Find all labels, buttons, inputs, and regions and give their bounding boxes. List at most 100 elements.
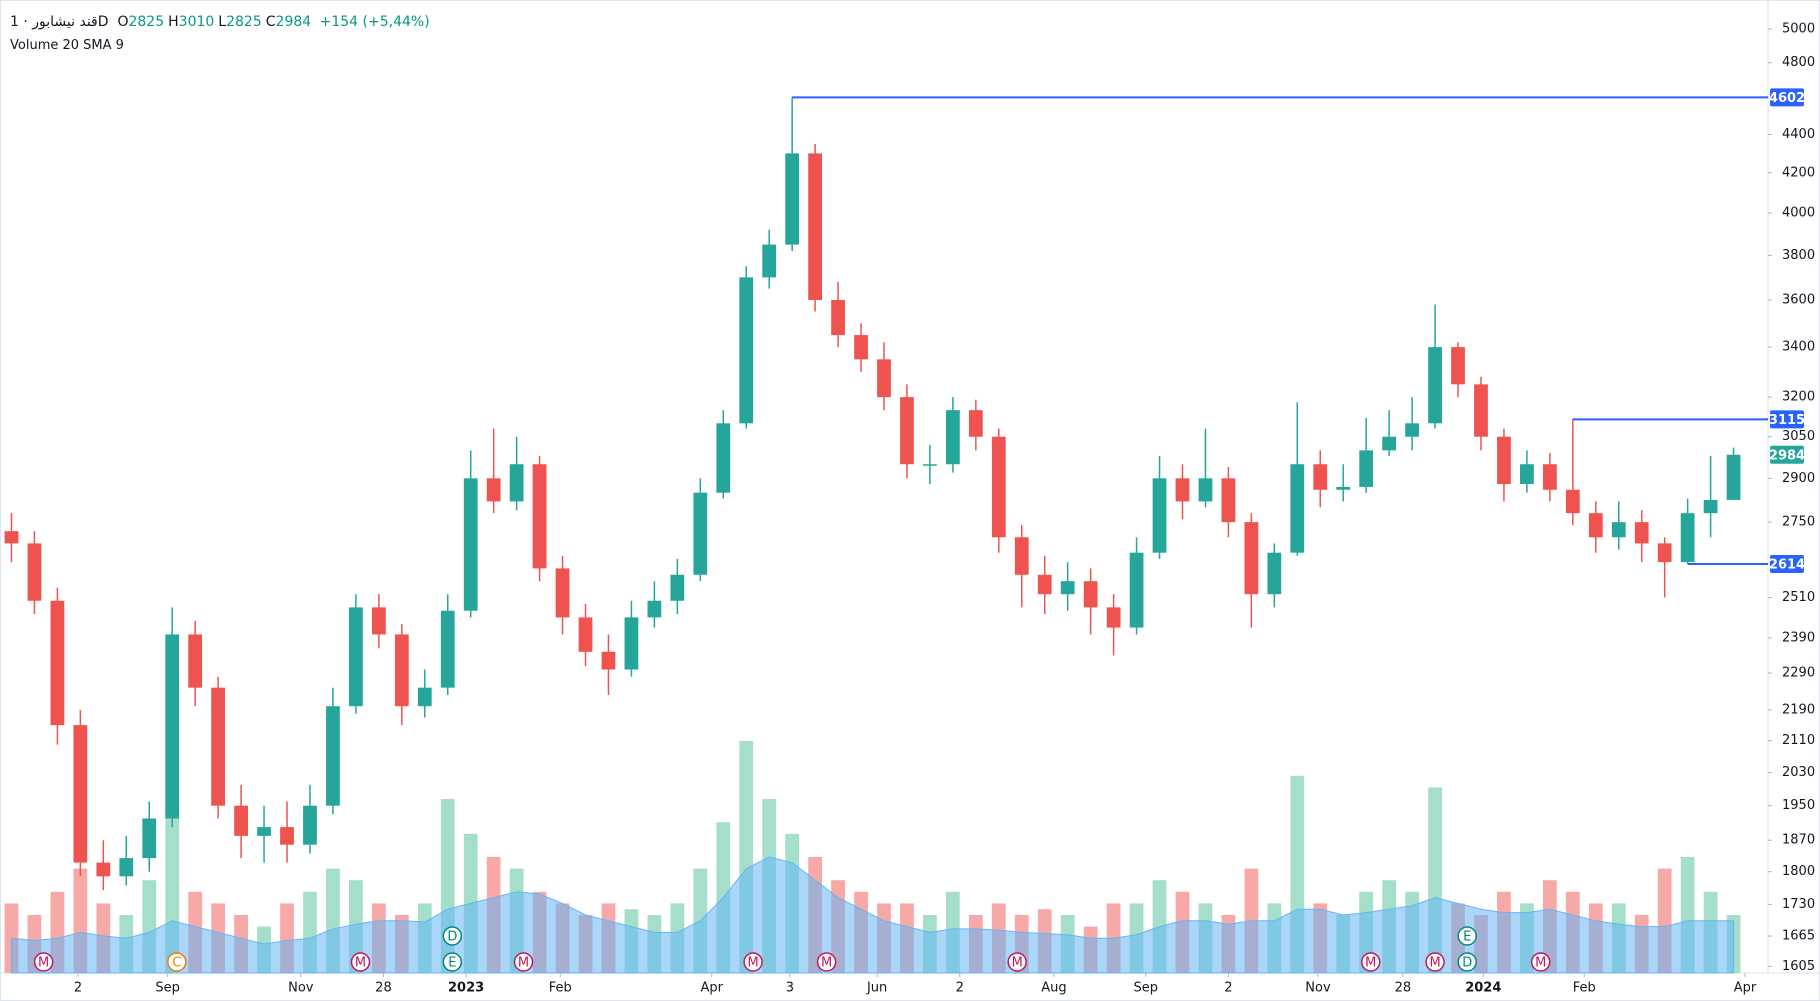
candle-body (440, 610, 455, 688)
candle-body (647, 600, 662, 618)
x-tick-label: Feb (1573, 981, 1596, 996)
y-tick-label: 4200 (1782, 165, 1815, 180)
price-badge (1770, 410, 1804, 429)
candle-body (165, 634, 180, 819)
event-badge[interactable] (167, 952, 187, 972)
x-tick-label: 2 (74, 981, 82, 996)
price-badge-label: 4602 (1769, 91, 1805, 106)
candle-body (532, 464, 547, 569)
y-tick-label: 4800 (1782, 55, 1815, 70)
event-badge[interactable] (442, 952, 463, 972)
candle-body (394, 634, 409, 707)
x-tick-label: Apr (1734, 981, 1757, 996)
candle-body (142, 818, 157, 859)
candle-body (1428, 347, 1442, 424)
y-tick-label: 1665 (1782, 929, 1815, 944)
candle-body (1313, 464, 1328, 490)
event-label: E (1463, 930, 1471, 945)
volume-sma-area (10, 856, 1735, 974)
event-badge[interactable] (816, 952, 837, 972)
y-tick-label: 1730 (1782, 897, 1815, 912)
event-label: E (448, 956, 456, 971)
legend-key: O (117, 14, 129, 30)
candle-body (1611, 522, 1626, 538)
ohlc-legend: O2825 H3010 L2825 C2984 (117, 14, 315, 30)
candle-body (923, 464, 937, 466)
candle-body (1244, 522, 1259, 595)
y-tick-label: 2900 (1782, 471, 1815, 486)
candle-body (1198, 478, 1213, 502)
event-badge[interactable] (743, 952, 763, 972)
candle-body (1336, 486, 1351, 490)
candle-body (693, 492, 708, 575)
candle-body (1290, 464, 1305, 553)
candle-body (670, 574, 685, 601)
event-badge[interactable] (1361, 952, 1381, 972)
y-tick-label: 2390 (1782, 630, 1815, 645)
event-label: C (172, 956, 181, 971)
event-label: M (1535, 956, 1546, 971)
event-badge[interactable] (1457, 926, 1477, 946)
y-tick-label: 3050 (1782, 429, 1815, 444)
candle-body (1657, 543, 1672, 563)
change: +154 (+5,44%) (319, 14, 430, 30)
legend-value: 3010 (178, 14, 215, 30)
event-badge[interactable] (442, 926, 463, 946)
x-tick-label: Aug (1041, 981, 1066, 996)
x-tick-label: Nov (1305, 981, 1331, 996)
candle-body (1129, 552, 1144, 628)
candle-body (831, 299, 845, 336)
event-badge[interactable] (1007, 952, 1027, 972)
x-tick-label: 28 (1395, 981, 1412, 996)
event-badge[interactable] (1457, 952, 1477, 972)
event-label: M (1429, 956, 1440, 971)
y-tick-label: 2750 (1782, 515, 1815, 530)
candle-body (1014, 537, 1029, 575)
candle-body (326, 706, 340, 806)
y-tick-label: 2290 (1782, 666, 1815, 681)
price-badge-label: 2614 (1769, 557, 1805, 572)
y-tick-label: 1800 (1782, 864, 1815, 879)
candle-body (877, 359, 891, 398)
candle-body (349, 607, 363, 707)
candle-body (1083, 581, 1098, 608)
candle-body (785, 153, 800, 245)
candle-body (280, 827, 294, 845)
symbol[interactable]: قند نیشابور · 1D (10, 14, 109, 30)
candle-body (968, 410, 983, 437)
candle-body (716, 423, 731, 493)
y-tick-label: 3400 (1782, 340, 1815, 355)
event-label: M (518, 956, 529, 971)
candle-body (1037, 574, 1052, 595)
candle-body (1267, 552, 1282, 595)
x-tick-label: Sep (155, 981, 180, 996)
event-badge[interactable] (350, 952, 371, 972)
y-tick-label: 4400 (1782, 127, 1815, 142)
event-badge[interactable] (513, 952, 534, 972)
x-tick-label: Sep (1133, 981, 1158, 996)
event-label: M (1365, 956, 1376, 971)
event-badge[interactable] (1530, 952, 1551, 972)
last-price-label: 2984 (1769, 448, 1805, 463)
candle-body (762, 244, 777, 278)
y-tick-label: 3800 (1782, 248, 1815, 263)
candle-body (1726, 454, 1741, 500)
event-badge[interactable] (33, 952, 54, 972)
legend-key: H (168, 14, 179, 30)
y-tick-label: 4000 (1782, 206, 1815, 221)
candle-body (1588, 513, 1603, 538)
candle-body (900, 397, 914, 465)
candle-body (188, 634, 203, 688)
y-tick-label: 5000 (1782, 22, 1815, 37)
legend-value: 2825 (128, 14, 165, 30)
symbol-row: قند نیشابور · 1D O2825 H3010 L2825 C2984 +1… (10, 10, 430, 34)
candle-body (4, 531, 19, 544)
indicator[interactable]: Volume 20 SMA 9 (10, 38, 124, 53)
y-tick-label: 2510 (1782, 590, 1815, 605)
event-badge[interactable] (1425, 952, 1445, 972)
candle-body (1175, 478, 1190, 502)
x-tick-label: 2023 (448, 981, 484, 996)
price-badge (1770, 88, 1804, 107)
